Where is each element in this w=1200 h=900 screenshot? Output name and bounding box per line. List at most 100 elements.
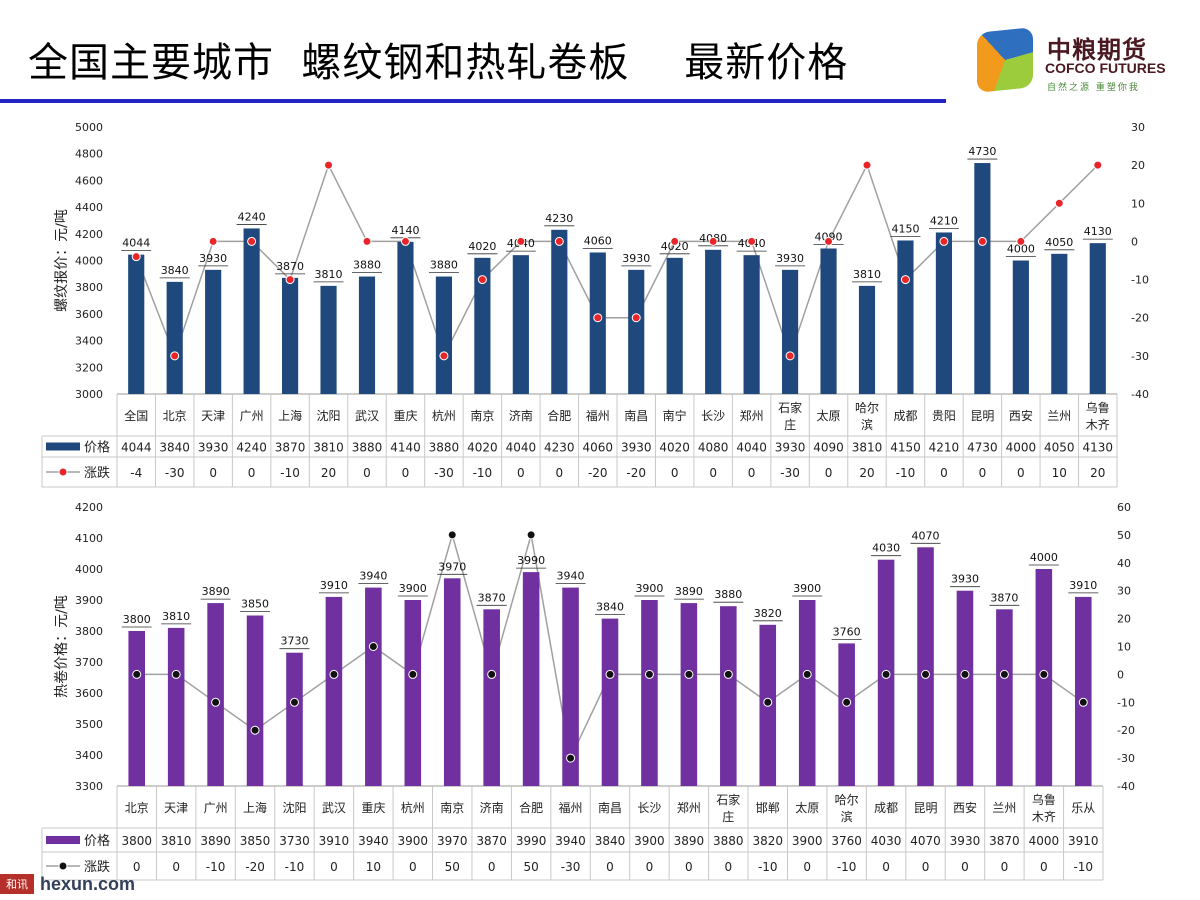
price-bar bbox=[207, 603, 224, 786]
price-data-label: 3890 bbox=[675, 585, 703, 598]
table-price-cell: 3990 bbox=[516, 834, 547, 848]
table-price-cell: 3820 bbox=[752, 834, 783, 848]
change-marker bbox=[526, 530, 536, 540]
table-price-cell: 4150 bbox=[890, 441, 921, 455]
table-change-cell: 0 bbox=[709, 466, 717, 480]
price-data-label: 4020 bbox=[468, 240, 496, 253]
y-tick-label: 3400 bbox=[75, 749, 103, 762]
price-bar bbox=[205, 269, 222, 394]
y-tick-label: 3900 bbox=[75, 594, 103, 607]
legend-price-label: 价格 bbox=[84, 440, 110, 456]
table-price-cell: 3810 bbox=[313, 441, 344, 455]
table-price-cell: 3870 bbox=[989, 834, 1020, 848]
y-tick-label: 4800 bbox=[75, 148, 103, 161]
table-price-cell: 4240 bbox=[236, 441, 267, 455]
table-price-cell: 3910 bbox=[319, 834, 350, 848]
table-change-cell: 0 bbox=[803, 860, 811, 874]
category-label: 济南 bbox=[480, 800, 504, 815]
table-change-cell: 50 bbox=[523, 860, 538, 874]
price-bar bbox=[589, 252, 606, 394]
change-marker bbox=[554, 236, 564, 246]
y2-tick-label: 0 bbox=[1117, 668, 1124, 681]
y2-tick-label: 20 bbox=[1131, 159, 1145, 172]
legend-bar-swatch bbox=[46, 442, 80, 451]
category-label-cont: 木齐 bbox=[1032, 809, 1056, 824]
price-bar bbox=[820, 248, 837, 394]
table-change-cell: 20 bbox=[859, 466, 874, 480]
price-bar bbox=[443, 578, 461, 786]
table-change-cell: 0 bbox=[979, 466, 987, 480]
table-price-cell: 3850 bbox=[240, 834, 271, 848]
y2-tick-label: -40 bbox=[1131, 388, 1149, 401]
price-bar bbox=[562, 587, 579, 786]
category-label: 南京 bbox=[470, 408, 494, 423]
y-tick-label: 4200 bbox=[75, 228, 103, 241]
price-data-label: 3880 bbox=[714, 588, 742, 601]
change-marker bbox=[447, 530, 457, 540]
change-marker bbox=[862, 160, 872, 170]
category-label: 乌鲁 bbox=[1086, 400, 1110, 415]
price-bar bbox=[474, 257, 491, 394]
change-marker bbox=[842, 697, 852, 707]
y2-tick-label: 0 bbox=[1131, 235, 1138, 248]
change-marker bbox=[824, 236, 834, 246]
table-change-cell: -30 bbox=[561, 860, 581, 874]
hexun-watermark: 和讯 hexun.com bbox=[0, 873, 135, 895]
y2-tick-label: 60 bbox=[1117, 501, 1131, 514]
table-change-cell: -20 bbox=[626, 466, 646, 480]
category-label: 贵阳 bbox=[932, 409, 956, 423]
y-tick-label: 4200 bbox=[75, 501, 103, 514]
change-marker bbox=[785, 351, 795, 361]
price-data-label: 3870 bbox=[478, 591, 506, 604]
table-change-cell: 0 bbox=[646, 860, 654, 874]
table-change-cell: 50 bbox=[445, 860, 460, 874]
price-bar bbox=[917, 547, 934, 786]
category-label: 武汉 bbox=[355, 409, 379, 423]
category-label: 郑州 bbox=[677, 800, 701, 815]
category-label: 成都 bbox=[874, 801, 898, 815]
y-tick-label: 4400 bbox=[75, 201, 103, 214]
table-change-cell: -10 bbox=[280, 466, 300, 480]
table-change-cell: 0 bbox=[922, 860, 930, 874]
price-bar bbox=[246, 615, 264, 786]
category-label: 杭州 bbox=[432, 408, 456, 423]
category-label: 重庆 bbox=[393, 409, 417, 423]
y-tick-label: 3800 bbox=[75, 281, 103, 294]
category-label-cont: 滨 bbox=[841, 809, 853, 824]
legend-marker-icon bbox=[58, 861, 68, 871]
category-label: 长沙 bbox=[701, 409, 725, 423]
y-tick-label: 4600 bbox=[75, 174, 103, 187]
price-data-label: 4000 bbox=[1007, 243, 1035, 256]
category-label-cont: 庄 bbox=[722, 809, 734, 824]
table-price-cell: 4210 bbox=[929, 441, 960, 455]
y-tick-label: 4000 bbox=[75, 255, 103, 268]
price-data-label: 3910 bbox=[320, 579, 348, 592]
y-tick-label: 4000 bbox=[75, 563, 103, 576]
price-data-label: 4730 bbox=[968, 145, 996, 158]
table-change-cell: 0 bbox=[606, 860, 614, 874]
table-change-cell: 0 bbox=[172, 860, 180, 874]
price-data-label: 3880 bbox=[430, 259, 458, 272]
price-data-label: 3730 bbox=[280, 635, 308, 648]
table-change-cell: -10 bbox=[837, 860, 857, 874]
table-price-cell: 3880 bbox=[429, 441, 460, 455]
table-price-cell: 4730 bbox=[967, 441, 998, 455]
category-label: 昆明 bbox=[970, 409, 994, 423]
y-tick-label: 3600 bbox=[75, 687, 103, 700]
category-label: 哈尔 bbox=[835, 792, 859, 807]
category-label: 成都 bbox=[893, 409, 917, 423]
price-bar bbox=[996, 609, 1013, 786]
change-marker bbox=[605, 669, 615, 679]
table-change-cell: 0 bbox=[488, 860, 496, 874]
table-price-cell: 4140 bbox=[390, 441, 421, 455]
table-price-cell: 4000 bbox=[1029, 834, 1060, 848]
y2-tick-label: -30 bbox=[1117, 752, 1135, 765]
y2-tick-label: -20 bbox=[1117, 724, 1135, 737]
price-bar bbox=[358, 276, 376, 394]
category-label: 太原 bbox=[817, 408, 841, 423]
change-marker bbox=[644, 669, 654, 679]
price-data-label: 3810 bbox=[162, 610, 190, 623]
table-price-cell: 3890 bbox=[674, 834, 705, 848]
change-marker bbox=[289, 697, 299, 707]
table-change-cell: 20 bbox=[1090, 466, 1105, 480]
